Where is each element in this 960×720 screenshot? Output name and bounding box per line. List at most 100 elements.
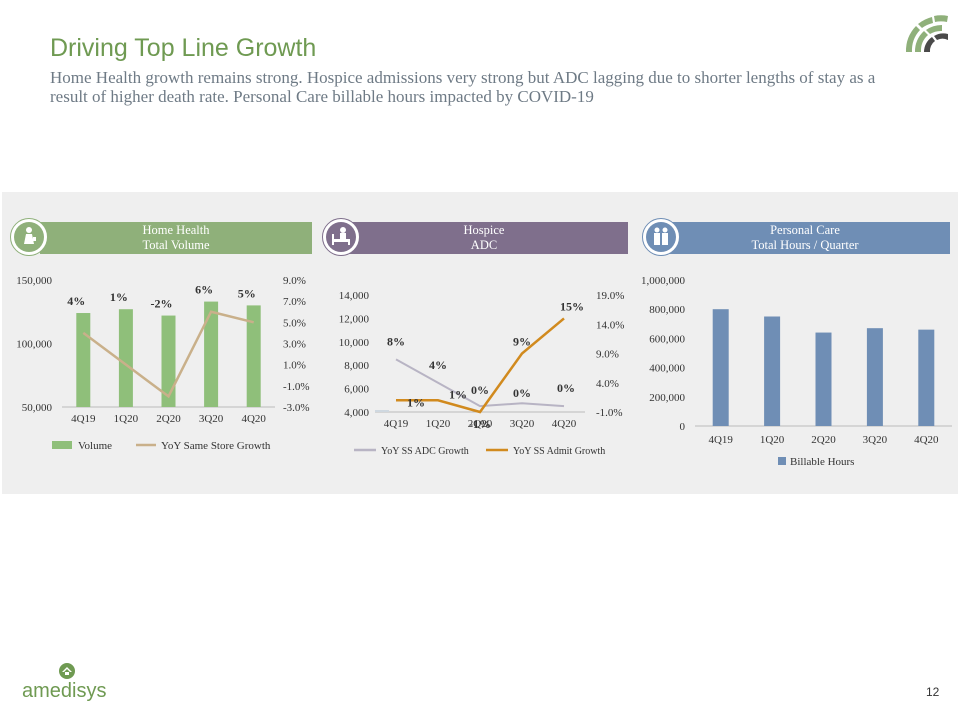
y-tick-label: 150,000: [16, 275, 52, 287]
legend-label-growth: YoY Same Store Growth: [161, 440, 271, 452]
home-health-header-line1: Home Health: [142, 223, 210, 237]
growth-data-label: 6%: [195, 283, 213, 297]
admit-data-label: -1%: [469, 417, 491, 431]
patient-bed-icon: [326, 222, 356, 252]
growth-data-label: 5%: [238, 286, 256, 300]
billable-hours-bar: [764, 316, 781, 426]
y-tick-label: 800,000: [649, 304, 685, 316]
personal-care-header-line1: Personal Care: [770, 223, 840, 237]
y2-tick-label: 7.0%: [283, 296, 306, 308]
adc-data-label: 8%: [387, 334, 405, 348]
y-tick-label: 100,000: [16, 339, 52, 351]
corner-logo-icon: [905, 15, 948, 52]
growth-data-label: -2%: [151, 297, 173, 311]
nurse-icon: [14, 222, 44, 252]
x-tick-label: 4Q20: [552, 418, 577, 430]
y2-tick-label: 14.0%: [596, 319, 624, 331]
hospice-header-line2: ADC: [470, 238, 498, 252]
x-tick-label: 1Q20: [114, 413, 139, 425]
y-tick-label: 400,000: [649, 363, 685, 375]
y-tick-label: 600,000: [649, 333, 685, 345]
y-tick-label: 14,000: [339, 290, 370, 302]
admit-data-label: 15%: [560, 299, 584, 313]
y2-tick-label: 9.0%: [283, 275, 306, 287]
volume-bar: [246, 305, 261, 407]
x-tick-label: 2Q20: [156, 413, 181, 425]
personal-care-header-line2: Total Hours / Quarter: [751, 238, 859, 252]
x-tick-label: 4Q20: [914, 434, 939, 446]
y2-tick-label: 3.0%: [283, 339, 306, 351]
y-tick-label: 4,000: [344, 407, 369, 419]
nurse-icon-badge: [10, 218, 48, 256]
x-tick-label: 1Q20: [760, 434, 785, 446]
volume-bar: [161, 315, 176, 407]
patient-bed-icon-badge: [322, 218, 360, 256]
y-tick-label: 0: [680, 421, 686, 433]
amedisys-logo-icon: [59, 663, 75, 679]
y2-tick-label: -1.0%: [283, 381, 310, 393]
x-tick-label: 2Q20: [811, 434, 836, 446]
y2-tick-label: 5.0%: [283, 317, 306, 329]
home-health-header: Home Health Total Volume: [40, 222, 312, 254]
x-tick-label: 3Q20: [510, 418, 535, 430]
x-tick-label: 1Q20: [426, 418, 451, 430]
legend-label-hours: Billable Hours: [790, 456, 854, 468]
legend-label-volume: Volume: [78, 440, 112, 452]
volume-bar: [118, 309, 133, 407]
admit-growth-line: [396, 317, 565, 414]
y-tick-label: 12,000: [339, 313, 370, 325]
hospice-header-line1: Hospice: [463, 223, 505, 237]
legend-swatch-hours: [778, 457, 786, 465]
y-tick-label: 6,000: [344, 384, 369, 396]
adc-data-label: 0%: [513, 386, 531, 400]
admit-data-label: 1%: [449, 387, 467, 401]
y-tick-label: 10,000: [339, 337, 370, 349]
y-tick-label: 1,000,000: [641, 275, 686, 287]
x-tick-label: 3Q20: [199, 413, 224, 425]
x-tick-label: 4Q19: [384, 418, 409, 430]
x-tick-label: 4Q20: [241, 413, 266, 425]
volume-bar: [204, 301, 219, 407]
billable-hours-bar: [918, 329, 935, 426]
personal-care-chart: 0 200,000 400,000 600,000 800,000 1,000,000 4Q…: [641, 275, 952, 468]
y2-tick-label: -1.0%: [596, 407, 623, 419]
home-health-chart: 50,000 100,000 150,000 -3.0% -1.0% 1.0% 3.0% 5.…: [16, 275, 310, 452]
y-tick-label: 200,000: [649, 392, 685, 404]
growth-data-label: 1%: [110, 290, 128, 304]
x-tick-label: 4Q19: [708, 434, 733, 446]
y-tick-label: 50,000: [22, 402, 53, 414]
adc-data-label: 4%: [429, 358, 447, 372]
x-tick-label: 3Q20: [863, 434, 888, 446]
hospice-chart: 4,000 6,000 8,000 10,000 12,000 14,000 -1.0% 4.…: [339, 290, 625, 457]
y2-tick-label: 19.0%: [596, 290, 624, 302]
adc-data-label: 0%: [471, 383, 489, 397]
admit-data-label: 1%: [407, 395, 425, 409]
growth-line: [82, 310, 255, 399]
amedisys-wordmark: amedisys: [22, 680, 107, 702]
y2-tick-label: 9.0%: [596, 349, 619, 361]
y2-tick-label: 4.0%: [596, 378, 619, 390]
y2-tick-label: 1.0%: [283, 360, 306, 372]
page-title: Driving Top Line Growth: [50, 34, 317, 62]
personal-care-header: Personal Care Total Hours / Quarter: [660, 222, 950, 254]
volume-bar: [76, 313, 91, 407]
home-health-header-line2: Total Volume: [142, 238, 210, 252]
growth-data-label: 4%: [67, 294, 85, 308]
billable-hours-bar: [815, 332, 832, 426]
admit-data-label: 9%: [513, 335, 531, 349]
billable-hours-bar: [712, 309, 729, 426]
legend-swatch-volume: [52, 441, 72, 449]
y-tick-label: 8,000: [344, 360, 369, 372]
y2-tick-label: -3.0%: [283, 402, 310, 414]
hospice-header: Hospice ADC: [340, 222, 628, 254]
adc-growth-line: [395, 358, 565, 408]
x-tick-label: 2Q20: [468, 418, 493, 430]
caregiver-icon-badge: [642, 218, 680, 256]
caregiver-icon: [646, 222, 676, 252]
legend-label-admit: YoY SS Admit Growth: [513, 446, 605, 457]
x-tick-label: 4Q19: [71, 413, 96, 425]
legend-label-adc: YoY SS ADC Growth: [381, 446, 469, 457]
adc-data-label: 0%: [557, 381, 575, 395]
page-subtitle: Home Health growth remains strong. Hospi…: [50, 68, 876, 106]
page-number: 12: [926, 685, 940, 699]
